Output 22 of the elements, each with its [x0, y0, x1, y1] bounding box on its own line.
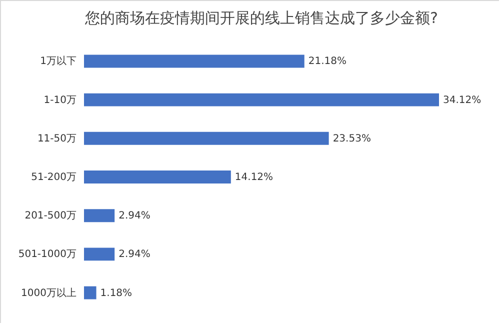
data-label: 21.18%	[308, 56, 347, 68]
y-tick-label: 51-200万	[31, 172, 76, 183]
data-label: 2.94%	[118, 249, 150, 260]
data-label: 2.94%	[118, 210, 150, 222]
y-tick-label: 201-500万	[24, 210, 76, 222]
data-label: 14.12%	[234, 172, 274, 183]
bar	[84, 209, 115, 222]
y-tick-label: 1万以下	[40, 55, 76, 68]
data-label: 23.53%	[332, 133, 371, 144]
y-tick-label: 501-1000万	[18, 249, 76, 260]
data-label: 34.12%	[443, 94, 482, 106]
y-tick-label: 1-10万	[44, 94, 76, 106]
y-tick-label: 11-50万	[37, 133, 76, 144]
bar	[84, 170, 231, 184]
data-label: 1.18%	[100, 288, 132, 299]
y-tick-label: 1000万以上	[21, 286, 76, 299]
bar	[84, 93, 439, 106]
bar	[84, 286, 96, 300]
bar	[84, 132, 329, 145]
bar	[84, 54, 304, 68]
bar	[84, 248, 115, 261]
chart-title: 您的商场在疫情期间开展的线上销售达成了多少金额?	[84, 9, 438, 27]
